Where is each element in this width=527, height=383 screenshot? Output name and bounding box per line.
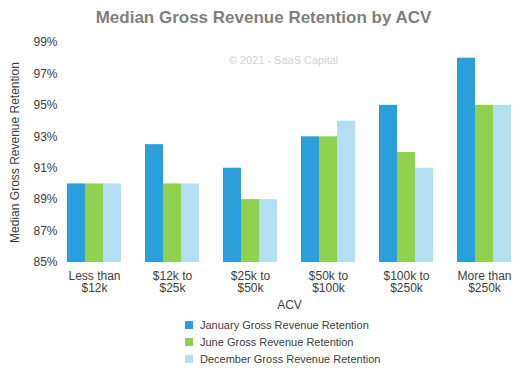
html-text:© 2021 - SaaS Capital: © 2021 - SaaS Capital (228, 54, 339, 66)
html-text:June Gross Revenue Retention: June Gross Revenue Retention (200, 335, 354, 348)
svg-text:95%: 95% (33, 98, 57, 112)
svg-text:99%: 99% (33, 35, 57, 49)
svg-text:93%: 93% (33, 130, 57, 144)
svg-text:Median Gross Revenue Retention: Median Gross Revenue Retention (8, 62, 22, 243)
svg-text:$50k to$100k: $50k to$100k (309, 269, 349, 295)
html-text:January Gross Revenue Retentio: January Gross Revenue Retention (200, 318, 369, 331)
svg-text:ACV: ACV (277, 298, 302, 312)
svg-text:Less than$12k: Less than$12k (68, 269, 120, 295)
svg-text:89%: 89% (33, 192, 57, 206)
svg-text:$25k to$50k: $25k to$50k (231, 269, 271, 295)
svg-text:91%: 91% (33, 161, 57, 175)
svg-text:97%: 97% (33, 67, 57, 81)
svg-text:$12k to$25k: $12k to$25k (153, 269, 193, 295)
svg-text:More than$250k: More than$250k (457, 269, 511, 295)
svg-text:87%: 87% (33, 224, 57, 238)
html-text:Median Gross Revenue Retention: Median Gross Revenue Retention by ACV (95, 8, 432, 27)
html-text:December Gross Revenue Retenti: December Gross Revenue Retention (200, 352, 381, 365)
svg-text:$100k to$250k: $100k to$250k (383, 269, 429, 295)
svg-text:85%: 85% (33, 255, 57, 269)
